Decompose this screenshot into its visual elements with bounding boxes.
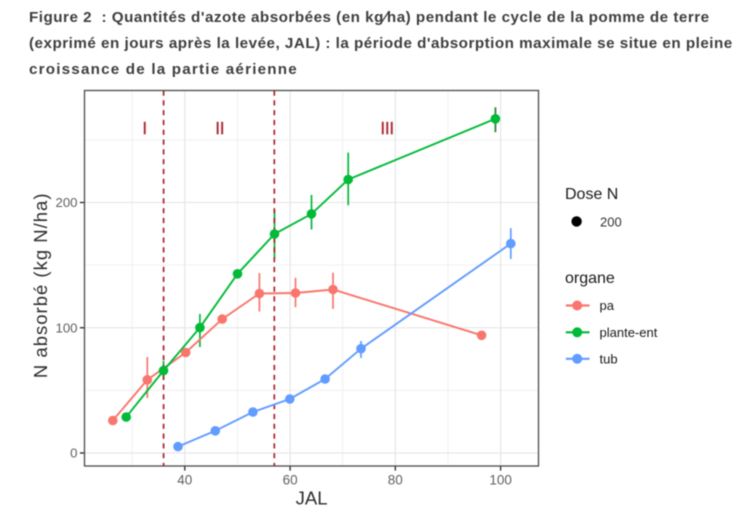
svg-text:N absorbé (kg N/ha): N absorbé (kg N/ha) xyxy=(30,193,51,379)
svg-text:40: 40 xyxy=(177,473,192,488)
svg-text:60: 60 xyxy=(283,473,298,488)
svg-text:200: 200 xyxy=(600,214,622,229)
svg-text:tub: tub xyxy=(600,352,618,367)
svg-text:Dose N: Dose N xyxy=(565,186,618,203)
svg-text:100: 100 xyxy=(55,320,77,335)
svg-text:pa: pa xyxy=(600,298,615,313)
svg-text:plante-ent: plante-ent xyxy=(600,325,658,340)
svg-text:200: 200 xyxy=(55,195,77,210)
svg-text:80: 80 xyxy=(388,473,403,488)
svg-text:organe: organe xyxy=(565,270,615,287)
svg-text:JAL: JAL xyxy=(296,487,328,508)
svg-text:0: 0 xyxy=(70,446,77,461)
svg-text:100: 100 xyxy=(489,473,512,488)
